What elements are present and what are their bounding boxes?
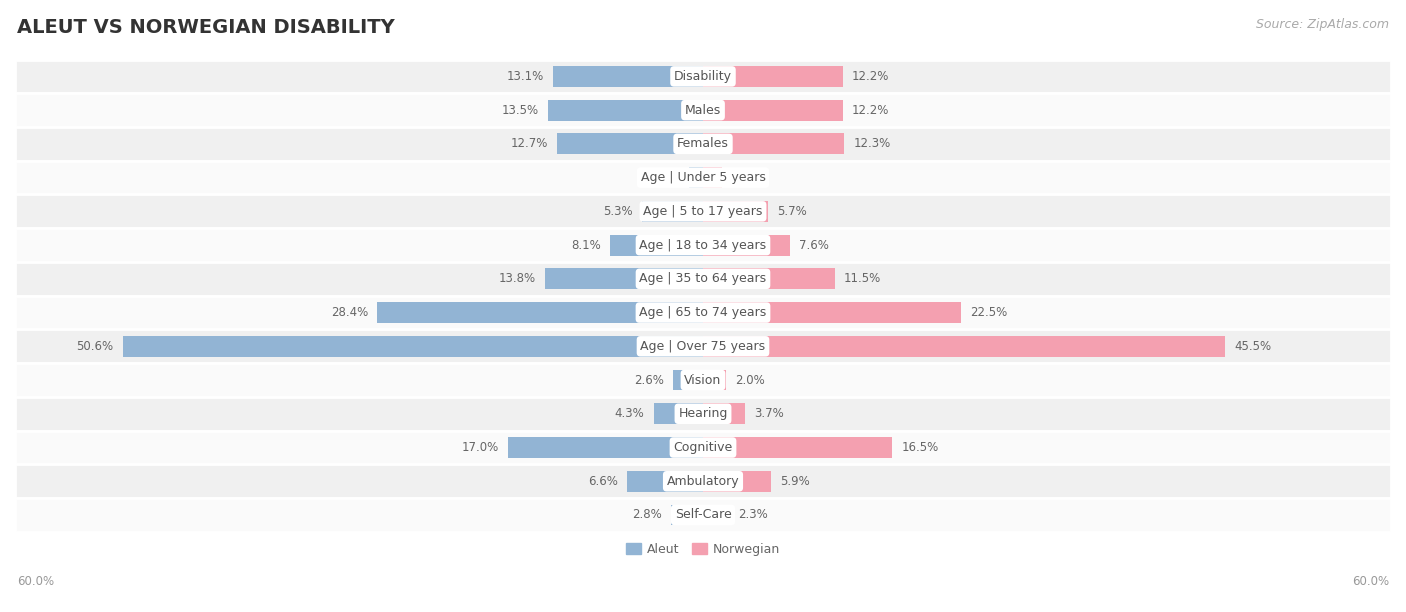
Text: 12.7%: 12.7% bbox=[510, 137, 548, 151]
Bar bbox=[610, 234, 703, 256]
Text: Self-Care: Self-Care bbox=[675, 509, 731, 521]
Text: Hearing: Hearing bbox=[678, 407, 728, 420]
Bar bbox=[703, 370, 725, 390]
Bar bbox=[15, 262, 1391, 296]
Bar bbox=[671, 504, 703, 526]
Text: Age | Under 5 years: Age | Under 5 years bbox=[641, 171, 765, 184]
Text: 5.9%: 5.9% bbox=[780, 475, 810, 488]
Text: Males: Males bbox=[685, 103, 721, 117]
Text: Females: Females bbox=[678, 137, 728, 151]
Text: 12.3%: 12.3% bbox=[853, 137, 890, 151]
Bar bbox=[703, 471, 770, 491]
Bar bbox=[15, 431, 1391, 465]
Text: 1.7%: 1.7% bbox=[731, 171, 762, 184]
Bar bbox=[122, 336, 703, 357]
Text: 6.6%: 6.6% bbox=[588, 475, 619, 488]
Text: 2.0%: 2.0% bbox=[735, 373, 765, 387]
Bar bbox=[15, 465, 1391, 498]
Text: Disability: Disability bbox=[673, 70, 733, 83]
Bar bbox=[703, 133, 844, 154]
Text: Vision: Vision bbox=[685, 373, 721, 387]
Bar bbox=[15, 93, 1391, 127]
Text: Source: ZipAtlas.com: Source: ZipAtlas.com bbox=[1256, 18, 1389, 31]
Text: 60.0%: 60.0% bbox=[17, 575, 53, 588]
Bar bbox=[689, 167, 703, 188]
Bar bbox=[703, 302, 960, 323]
Bar bbox=[703, 167, 723, 188]
Text: 3.7%: 3.7% bbox=[755, 407, 785, 420]
Bar bbox=[15, 397, 1391, 431]
Bar bbox=[15, 296, 1391, 329]
Bar bbox=[703, 437, 893, 458]
Text: Age | 5 to 17 years: Age | 5 to 17 years bbox=[644, 205, 762, 218]
Text: Cognitive: Cognitive bbox=[673, 441, 733, 454]
Bar bbox=[703, 66, 842, 87]
Bar bbox=[643, 201, 703, 222]
Bar bbox=[548, 100, 703, 121]
Bar bbox=[627, 471, 703, 491]
Text: 8.1%: 8.1% bbox=[571, 239, 600, 252]
Text: 16.5%: 16.5% bbox=[901, 441, 939, 454]
Bar bbox=[377, 302, 703, 323]
Text: 45.5%: 45.5% bbox=[1234, 340, 1271, 353]
Text: 5.3%: 5.3% bbox=[603, 205, 633, 218]
Bar bbox=[703, 201, 768, 222]
Text: Age | 18 to 34 years: Age | 18 to 34 years bbox=[640, 239, 766, 252]
Text: Ambulatory: Ambulatory bbox=[666, 475, 740, 488]
Bar bbox=[654, 403, 703, 424]
Bar bbox=[508, 437, 703, 458]
Text: 5.7%: 5.7% bbox=[778, 205, 807, 218]
Text: 1.2%: 1.2% bbox=[650, 171, 681, 184]
Text: Age | 35 to 64 years: Age | 35 to 64 years bbox=[640, 272, 766, 285]
Bar bbox=[553, 66, 703, 87]
Bar bbox=[15, 195, 1391, 228]
Bar bbox=[703, 504, 730, 526]
Text: Age | 65 to 74 years: Age | 65 to 74 years bbox=[640, 306, 766, 319]
Text: 4.3%: 4.3% bbox=[614, 407, 644, 420]
Text: 11.5%: 11.5% bbox=[844, 272, 882, 285]
Bar bbox=[703, 403, 745, 424]
Bar bbox=[15, 127, 1391, 161]
Bar bbox=[15, 161, 1391, 195]
Text: 12.2%: 12.2% bbox=[852, 70, 890, 83]
Text: Age | Over 75 years: Age | Over 75 years bbox=[641, 340, 765, 353]
Bar bbox=[673, 370, 703, 390]
Text: 17.0%: 17.0% bbox=[461, 441, 499, 454]
Text: 50.6%: 50.6% bbox=[76, 340, 114, 353]
Text: 60.0%: 60.0% bbox=[1353, 575, 1389, 588]
Bar bbox=[544, 269, 703, 289]
Text: 2.3%: 2.3% bbox=[738, 509, 768, 521]
Bar bbox=[15, 228, 1391, 262]
Text: 28.4%: 28.4% bbox=[330, 306, 368, 319]
Bar bbox=[703, 336, 1225, 357]
Bar bbox=[15, 59, 1391, 93]
Text: 7.6%: 7.6% bbox=[800, 239, 830, 252]
Text: 2.8%: 2.8% bbox=[631, 509, 662, 521]
Text: 2.6%: 2.6% bbox=[634, 373, 664, 387]
Text: 12.2%: 12.2% bbox=[852, 103, 890, 117]
Bar bbox=[15, 329, 1391, 363]
Legend: Aleut, Norwegian: Aleut, Norwegian bbox=[620, 537, 786, 561]
Bar bbox=[15, 363, 1391, 397]
Text: 22.5%: 22.5% bbox=[970, 306, 1008, 319]
Bar bbox=[15, 498, 1391, 532]
Text: 13.8%: 13.8% bbox=[499, 272, 536, 285]
Bar bbox=[703, 100, 842, 121]
Bar bbox=[703, 234, 790, 256]
Text: 13.1%: 13.1% bbox=[506, 70, 544, 83]
Text: ALEUT VS NORWEGIAN DISABILITY: ALEUT VS NORWEGIAN DISABILITY bbox=[17, 18, 395, 37]
Bar bbox=[557, 133, 703, 154]
Bar bbox=[703, 269, 835, 289]
Text: 13.5%: 13.5% bbox=[502, 103, 538, 117]
